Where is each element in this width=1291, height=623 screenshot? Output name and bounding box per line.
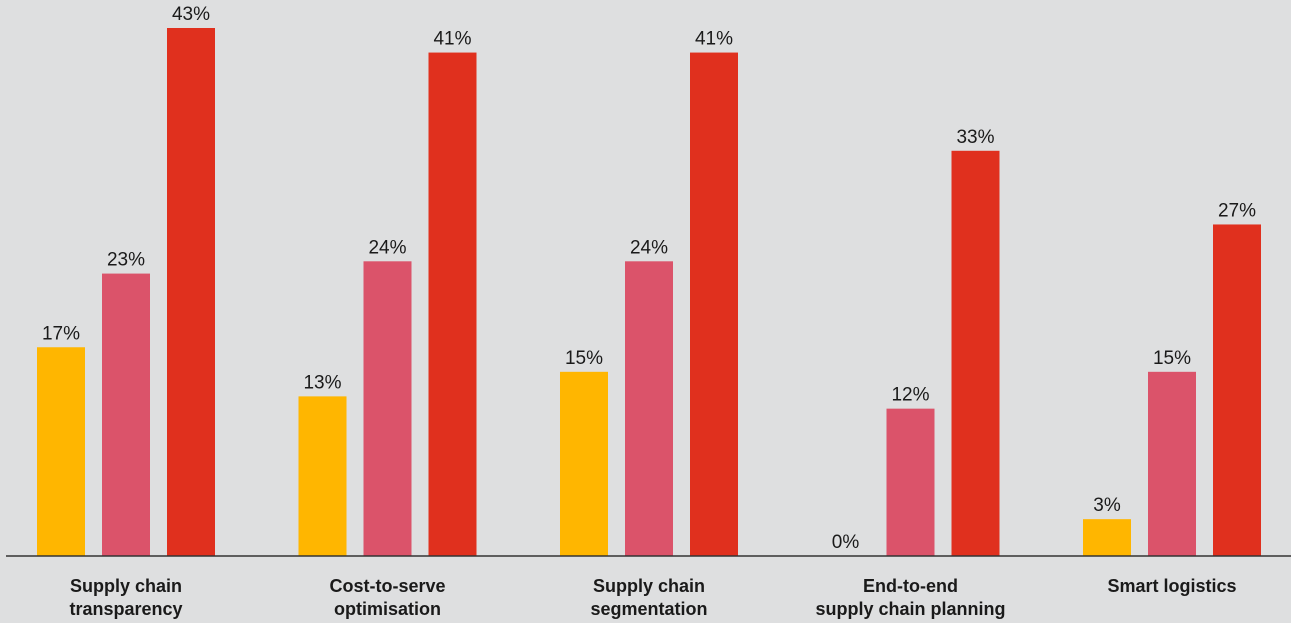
bar-2-0 xyxy=(560,371,608,556)
value-label-4-1: 15% xyxy=(1153,348,1191,369)
value-label-0-1: 23% xyxy=(107,250,145,271)
bars-layer xyxy=(37,28,1261,557)
category-label-line: Smart logistics xyxy=(1107,576,1236,596)
category-label-line: supply chain planning xyxy=(815,599,1005,619)
value-label-4-2: 27% xyxy=(1218,200,1256,221)
category-label-4: Smart logistics xyxy=(1107,576,1236,596)
category-labels-layer: Supply chain transparency Cost-to-serve opt… xyxy=(69,576,1236,619)
category-label-3: End-to-end supply chain planning xyxy=(815,576,1005,619)
category-label-line: segmentation xyxy=(590,599,707,619)
value-label-2-1: 24% xyxy=(630,237,668,258)
category-label-0: Supply chain transparency xyxy=(69,576,182,619)
category-label-line: End-to-end xyxy=(863,576,958,596)
category-label-line: Supply chain xyxy=(70,576,182,596)
category-label-line: Cost-to-serve xyxy=(329,576,445,596)
category-label-line: Supply chain xyxy=(593,576,705,596)
category-label-2: Supply chain segmentation xyxy=(590,576,707,619)
bar-0-0 xyxy=(37,347,85,556)
value-label-0-2: 43% xyxy=(172,4,210,25)
bar-4-1 xyxy=(1148,371,1196,556)
value-label-2-0: 15% xyxy=(565,348,603,369)
value-labels-layer: 17% 23% 43% 13% 24% 41% 15% 24% 41% 0% 12% 33% 3% 15%… xyxy=(42,4,1256,553)
bar-0-2 xyxy=(167,28,215,556)
value-label-4-0: 3% xyxy=(1093,495,1121,516)
bar-1-2 xyxy=(428,52,477,557)
bar-2-2 xyxy=(690,52,738,557)
bar-1-0 xyxy=(298,396,347,556)
bar-4-2 xyxy=(1213,224,1261,556)
value-label-2-2: 41% xyxy=(695,29,733,50)
bar-3-1 xyxy=(886,408,935,556)
category-label-1: Cost-to-serve optimisation xyxy=(329,576,445,619)
bar-4-0 xyxy=(1083,519,1131,556)
value-label-3-0: 0% xyxy=(832,532,860,553)
value-label-1-1: 24% xyxy=(368,237,406,258)
bar-2-1 xyxy=(625,261,673,556)
bar-0-1 xyxy=(102,273,150,556)
bar-1-1 xyxy=(363,261,412,556)
value-label-3-2: 33% xyxy=(956,127,994,148)
value-label-0-0: 17% xyxy=(42,323,80,344)
value-label-1-0: 13% xyxy=(303,372,341,393)
value-label-3-1: 12% xyxy=(891,385,929,406)
bar-3-2 xyxy=(951,150,1000,556)
category-label-line: transparency xyxy=(69,599,182,619)
value-label-1-2: 41% xyxy=(433,29,471,50)
category-label-line: optimisation xyxy=(334,599,441,619)
